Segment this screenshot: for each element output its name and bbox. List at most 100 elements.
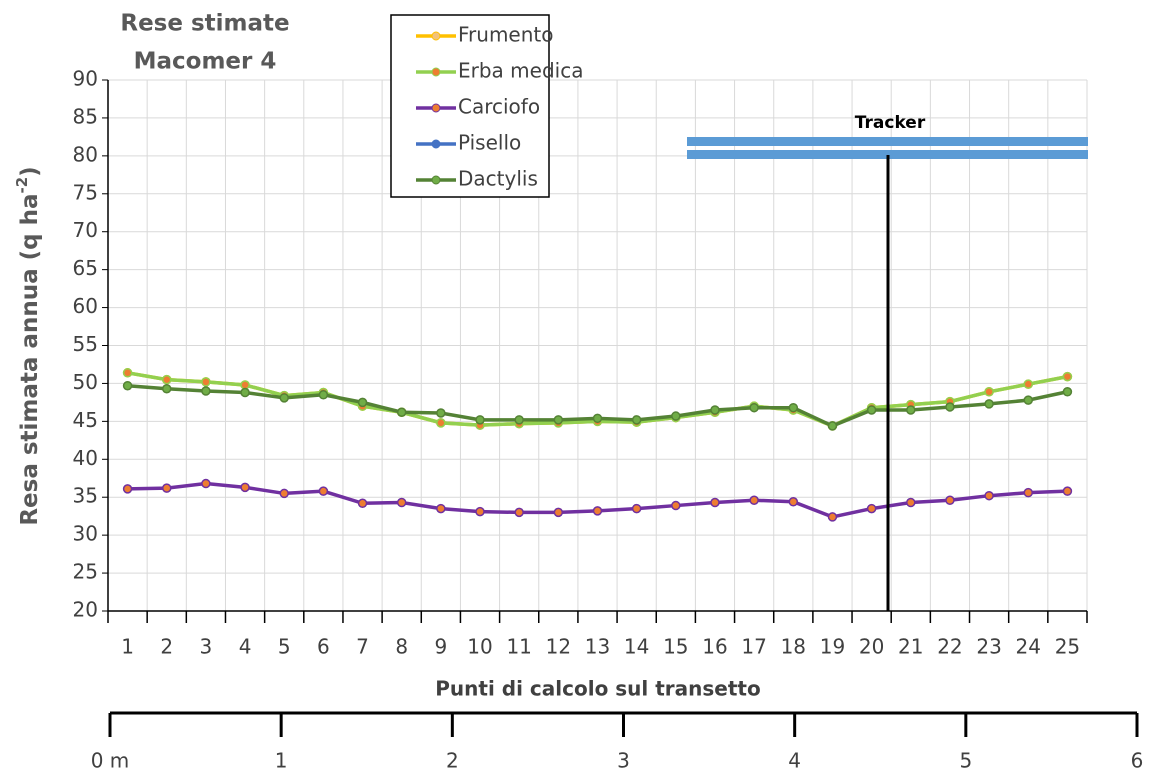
- y-label-end: ): [17, 166, 43, 177]
- y-label-sup: -2: [13, 177, 31, 194]
- data-point: [827, 421, 838, 431]
- x2-tick-label: 5: [959, 749, 972, 773]
- x-tick-label: 11: [506, 635, 531, 659]
- x-tick-label: 6: [317, 635, 330, 659]
- data-point: [984, 399, 994, 409]
- x-tick-label: 16: [702, 635, 727, 659]
- y-tick-label: 75: [73, 180, 98, 204]
- data-point: [984, 490, 994, 501]
- data-point: [749, 495, 759, 505]
- data-point: [436, 408, 446, 418]
- x-tick-label: 4: [239, 635, 252, 659]
- x-tick-label: 20: [859, 635, 884, 659]
- legend-marker: [431, 175, 441, 185]
- chart-title: Rese stimate: [120, 11, 289, 37]
- y-tick-label: 35: [73, 484, 98, 508]
- data-point: [396, 497, 407, 508]
- legend: [390, 14, 550, 198]
- data-point: [1062, 486, 1073, 496]
- x2-tick-label: 3: [617, 749, 630, 773]
- x-tick-label: 15: [663, 635, 688, 659]
- y-tick-label: 30: [73, 522, 98, 546]
- data-point: [318, 390, 329, 400]
- data-point: [553, 415, 564, 425]
- data-point: [318, 486, 329, 496]
- data-point: [122, 380, 133, 391]
- x-tick-label: 14: [624, 635, 649, 659]
- data-point: [592, 413, 603, 424]
- data-point: [514, 507, 524, 518]
- x-tick-label: 2: [160, 635, 173, 659]
- data-point: [945, 495, 955, 505]
- legend-label: Carciofo: [458, 95, 540, 119]
- x-tick-label: 25: [1055, 635, 1080, 659]
- legend-label: Erba medica: [458, 59, 583, 83]
- data-point: [866, 405, 877, 415]
- y-tick-label: 40: [73, 446, 98, 470]
- data-point: [396, 407, 407, 418]
- y-tick-label: 65: [73, 256, 98, 280]
- data-point: [357, 397, 368, 408]
- data-point: [827, 512, 838, 522]
- x-tick-label: 12: [546, 635, 571, 659]
- legend-marker: [431, 67, 441, 77]
- y-tick-label: 85: [73, 104, 98, 128]
- data-point: [122, 484, 133, 494]
- x-tick-label: 19: [820, 635, 845, 659]
- data-point: [749, 402, 759, 413]
- data-point: [1062, 371, 1073, 382]
- legend-marker: [431, 103, 441, 113]
- data-point: [1023, 395, 1034, 405]
- data-point: [436, 418, 446, 428]
- annotation: Tracker: [855, 113, 926, 133]
- data-point: [279, 393, 289, 403]
- data-point: [906, 497, 916, 508]
- data-point: [436, 503, 446, 514]
- data-point: [475, 415, 485, 425]
- data-point: [161, 374, 172, 385]
- data-point: [240, 380, 250, 390]
- x-tick-label: 3: [200, 635, 213, 659]
- data-point: [279, 488, 289, 499]
- data-point: [945, 402, 955, 412]
- data-point: [201, 386, 211, 396]
- x2-tick-label: 2: [446, 749, 459, 773]
- data-point: [906, 405, 916, 415]
- data-point: [631, 503, 642, 514]
- x-axis-label: Punti di calcolo sul transetto: [435, 677, 760, 701]
- x-tick-label: 8: [395, 635, 408, 659]
- x-tick-label: 21: [898, 635, 923, 659]
- data-point: [357, 498, 368, 509]
- data-point: [161, 383, 172, 394]
- data-point: [592, 506, 603, 516]
- data-point: [631, 415, 642, 425]
- x-tick-label: 13: [585, 635, 610, 659]
- y-tick-label: 80: [73, 142, 98, 166]
- y-tick-label: 45: [73, 408, 98, 432]
- legend-items: Frumento Erba medica Carciofo Pisello Dactyl…: [416, 23, 583, 191]
- legend-label: Frumento: [458, 23, 554, 47]
- y-axis-label: Resa stimata annua (q ha-2): [13, 166, 43, 525]
- data-point: [475, 506, 485, 517]
- legend-label: Pisello: [458, 131, 521, 155]
- x-tick-label: 1: [121, 635, 134, 659]
- y-tick-label: 70: [73, 218, 98, 242]
- data-point: [710, 497, 720, 508]
- data-point: [788, 497, 799, 507]
- data-point: [240, 387, 250, 398]
- data-point: [866, 503, 877, 514]
- data-point: [122, 368, 133, 378]
- data-point: [984, 387, 994, 397]
- legend-label: Dactylis: [458, 167, 538, 191]
- x2-tick-label: 4: [788, 749, 801, 773]
- data-point: [240, 482, 250, 493]
- x-tick-label: 5: [278, 635, 291, 659]
- y-label: Resa stimata annua (q ha: [17, 194, 43, 526]
- x2-tick-label: 6: [1131, 749, 1144, 773]
- y-tick-label: 25: [73, 560, 98, 584]
- data-point: [514, 415, 524, 425]
- legend-marker: [431, 31, 441, 41]
- legend-marker: [431, 139, 441, 149]
- x-tick-label: 24: [1016, 635, 1041, 659]
